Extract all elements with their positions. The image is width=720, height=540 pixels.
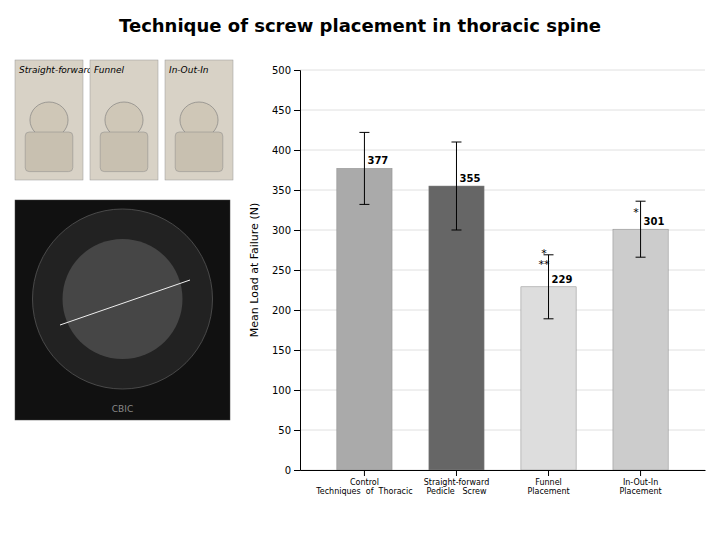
x-tick-mark: [640, 470, 641, 476]
xray-label: CBIC: [112, 404, 133, 414]
image-box: [15, 60, 83, 180]
chart-svg: Technique of screw placement in thoracic…: [0, 0, 720, 540]
y-axis-line: [294, 71, 301, 471]
y-tick: 350: [272, 185, 300, 196]
y-tick: 0: [285, 465, 300, 476]
annotation: *: [633, 206, 639, 219]
error-cap: [451, 142, 461, 143]
y-tick-label: 300: [272, 225, 291, 236]
image-shape: [25, 132, 73, 172]
annotations: ****: [538, 206, 639, 272]
x-tick: FunnelPlacement: [527, 470, 569, 496]
y-tick-mark: [294, 150, 300, 151]
xray-inner: [63, 239, 183, 359]
y-tick-mark: [294, 230, 300, 231]
marks: [337, 132, 668, 470]
x-axis: ControlTechniques of Thoracic Straight-fo…: [301, 470, 706, 496]
error-line: [640, 201, 641, 257]
image-panel: Funnel: [90, 60, 158, 180]
x-tick-mark: [364, 470, 365, 476]
y-tick-mark: [294, 430, 300, 431]
y-tick-label: 150: [272, 345, 291, 356]
y-tick: 400: [272, 145, 300, 156]
x-tick-mark: [548, 470, 549, 476]
image-panel: In-Out-In: [165, 60, 233, 180]
bar: [337, 168, 392, 470]
x-tick: ControlTechniques of Thoracic: [315, 470, 412, 496]
image-shape: [175, 132, 223, 172]
y-tick-mark: [294, 190, 300, 191]
title: Technique of screw placement in thoracic…: [119, 15, 601, 36]
error-cap: [636, 201, 646, 202]
error-line: [456, 142, 457, 230]
xray-box: [15, 200, 230, 420]
image-label: Funnel: [94, 65, 124, 75]
x-tick: In-Out-InPlacement: [619, 470, 661, 496]
image-shape: [100, 132, 148, 172]
y-tick-label: 100: [272, 385, 291, 396]
y-tick-mark: [294, 310, 300, 311]
y-tick-mark: [294, 390, 300, 391]
error-cap: [544, 318, 554, 319]
x-tick-mark: [456, 470, 457, 476]
grid-line: [300, 70, 705, 71]
error-line: [364, 132, 365, 204]
y-tick-label: 500: [272, 65, 291, 76]
x-tick-label: In-Out-InPlacement: [619, 478, 661, 497]
error-bar: [359, 132, 369, 204]
y-tick: 450: [272, 105, 300, 116]
y-tick-mark: [294, 350, 300, 351]
grid: [300, 70, 705, 470]
bar: [613, 229, 668, 470]
error-cap: [636, 257, 646, 258]
y-tick-label: 250: [272, 265, 291, 276]
image-label: In-Out-In: [169, 65, 209, 75]
illustration-panels: Straight-forwardFunnel In-Out-In CBIC: [15, 60, 233, 420]
image-box: [165, 60, 233, 180]
y-tick: 500: [272, 65, 300, 76]
x-tick-label: ControlTechniques of Thoracic: [315, 478, 412, 497]
y-tick-label: 450: [272, 105, 291, 116]
y-tick: 150: [272, 345, 300, 356]
x-axis-line: [301, 470, 706, 471]
x-tick: Straight-forwardPedicle Screw: [424, 470, 489, 496]
y-tick-label: 400: [272, 145, 291, 156]
x-tick-label: Straight-forwardPedicle Screw: [424, 478, 489, 497]
data-label: 355: [459, 173, 480, 184]
grid-line: [300, 110, 705, 111]
y-tick-mark: [294, 470, 300, 471]
y-tick-label: 200: [272, 305, 291, 316]
x-tick-label: FunnelPlacement: [527, 478, 569, 497]
y-tick-label: 50: [278, 425, 291, 436]
grid-line: [300, 150, 705, 151]
data-labels: 377 355 229 301: [367, 155, 664, 284]
data-label: 229: [552, 274, 573, 285]
error-cap: [359, 132, 369, 133]
y-tick: 100: [272, 385, 300, 396]
data-label: 377: [367, 155, 388, 166]
xray-panel: CBIC: [15, 200, 230, 420]
annotation: ***: [538, 247, 550, 271]
y-axis: 0 50 100 150 200 250 300 350 400 450 500: [272, 65, 301, 476]
y-axis-title: Mean Load at Failure (N): [248, 203, 261, 337]
y-tick: 50: [278, 425, 300, 436]
data-label: 301: [644, 216, 665, 227]
error-bar: [451, 142, 461, 230]
error-cap: [359, 204, 369, 205]
xray-field: [33, 209, 213, 389]
image-box: [90, 60, 158, 180]
image-panel: Straight-forward: [15, 60, 93, 180]
y-tick-label: 350: [272, 185, 291, 196]
guide-wire: [60, 280, 190, 325]
y-tick-label: 0: [285, 465, 291, 476]
y-tick-mark: [294, 70, 300, 71]
error-cap: [451, 230, 461, 231]
y-tick: 200: [272, 305, 300, 316]
y-tick-mark: [294, 110, 300, 111]
y-tick: 300: [272, 225, 300, 236]
y-tick-mark: [294, 270, 300, 271]
y-tick: 250: [272, 265, 300, 276]
bar-chart: 0 50 100 150 200 250 300 350 400 450 500 ControlTec…: [248, 65, 706, 497]
image-label: Straight-forward: [19, 65, 93, 75]
